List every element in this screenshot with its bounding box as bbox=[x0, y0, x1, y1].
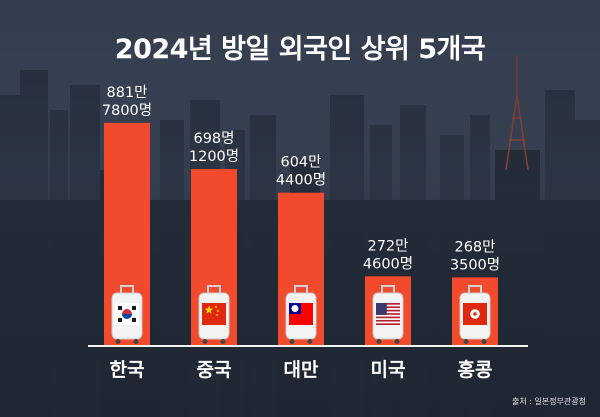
x-axis-baseline bbox=[88, 345, 528, 347]
value-label-4-line-1: 272만 bbox=[367, 237, 408, 254]
category-label-4: 미국 bbox=[371, 359, 406, 381]
china-flag-suitcase-icon bbox=[198, 285, 230, 344]
taiwan-flag-suitcase-icon bbox=[285, 285, 317, 344]
chart-title: 2024년 방일 외국인 상위 5개국 bbox=[114, 34, 486, 65]
source-note: 출처 : 일본정부관광청 bbox=[511, 397, 586, 406]
value-label-3-line-1: 604만 bbox=[280, 154, 321, 171]
value-label-5-line-1: 268만 bbox=[454, 238, 495, 255]
value-label-2-line-2: 1200명 bbox=[189, 148, 239, 165]
category-label-1: 한국 bbox=[110, 359, 145, 381]
category-label-2: 중국 bbox=[197, 359, 232, 381]
category-label-3: 대만 bbox=[284, 359, 319, 381]
value-label-3-line-2: 4400명 bbox=[276, 172, 326, 189]
value-label-5-line-2: 3500명 bbox=[450, 256, 500, 273]
south-korea-flag-suitcase-icon bbox=[111, 285, 143, 344]
value-label-1-line-1: 881만 bbox=[106, 84, 147, 101]
value-label-4-line-2: 4600명 bbox=[363, 255, 413, 272]
value-label-1-line-2: 7800명 bbox=[102, 102, 152, 119]
value-label-2-line-1: 698명 bbox=[193, 130, 234, 147]
hong-kong-flag-suitcase-icon bbox=[459, 285, 491, 344]
category-label-5: 홍콩 bbox=[458, 358, 493, 381]
usa-flag-suitcase-icon bbox=[372, 285, 404, 344]
